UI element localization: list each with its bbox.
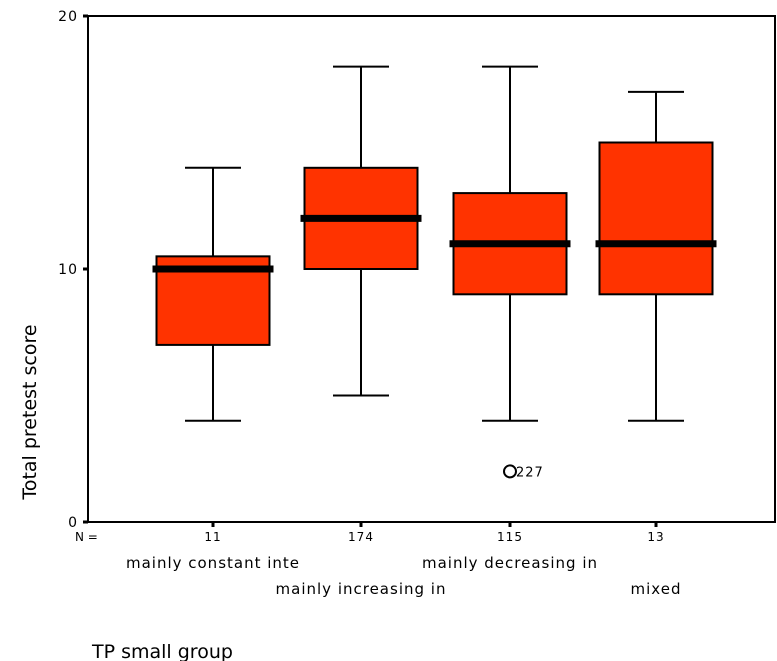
outlier-point [503, 464, 517, 479]
outlier-label: 227 [516, 465, 544, 480]
category-label: mainly increasing in [276, 580, 447, 598]
category-label: mainly decreasing in [422, 554, 598, 572]
n-label: 11 [204, 530, 221, 544]
y-tick-label: 10 [58, 262, 78, 278]
category-label: mainly constant inte [126, 554, 300, 572]
category-label: mixed [631, 580, 682, 598]
n-label: 115 [497, 530, 523, 544]
n-prefix: N = [75, 530, 98, 544]
box [598, 141, 714, 296]
n-label: 174 [348, 530, 374, 544]
n-label: 13 [647, 530, 664, 544]
x-axis-label: TP small group [91, 641, 233, 661]
y-tick-label: 0 [68, 515, 78, 531]
y-axis-label: Total pretest score [19, 324, 41, 500]
y-tick-label: 20 [58, 9, 78, 25]
